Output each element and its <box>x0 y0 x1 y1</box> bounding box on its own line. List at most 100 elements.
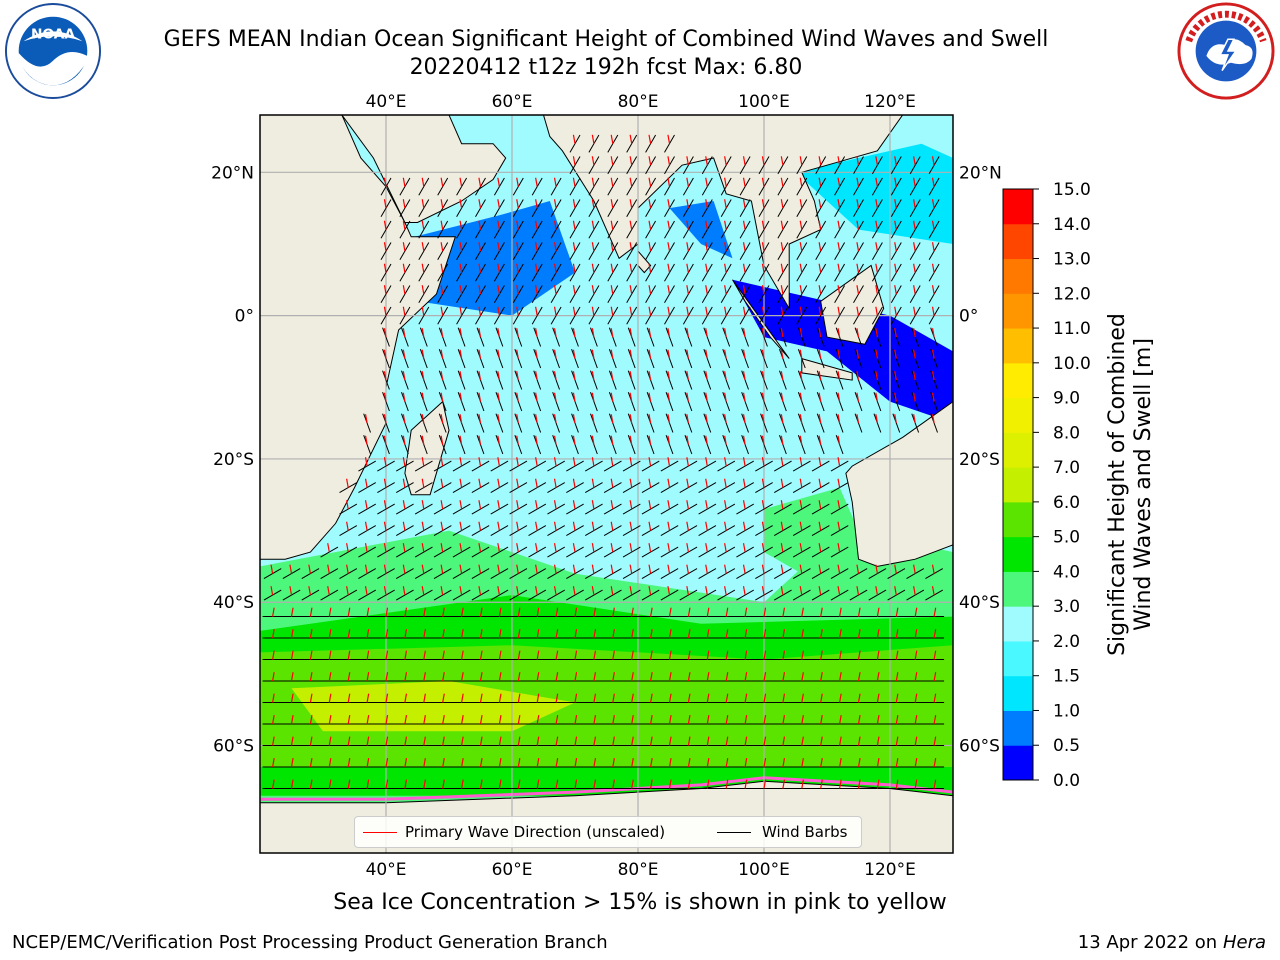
wave-direction-arrow <box>536 629 540 639</box>
wind-barb <box>584 503 603 515</box>
wave-direction-arrow <box>875 156 878 166</box>
wave-direction-arrow <box>705 285 708 295</box>
map-legend: Primary Wave Direction (unscaled) Wind B… <box>354 816 862 848</box>
wave-direction-arrow <box>724 543 727 553</box>
wave-direction-arrow <box>440 435 444 445</box>
wave-direction-arrow <box>593 672 597 682</box>
wave-direction-arrow <box>517 607 521 617</box>
wave-direction-arrow <box>553 500 557 510</box>
wave-direction-arrow <box>933 779 937 789</box>
colorbar-segment <box>1003 467 1033 503</box>
wave-direction-arrow <box>725 736 729 746</box>
wave-direction-arrow <box>914 672 918 682</box>
wave-direction-arrow <box>459 457 463 467</box>
wave-direction-arrow <box>290 629 294 639</box>
wave-direction-arrow <box>366 736 370 746</box>
wave-direction-arrow <box>346 586 349 596</box>
wave-direction-arrow <box>459 371 463 381</box>
wave-direction-arrow <box>610 521 614 531</box>
wave-direction-arrow <box>782 693 786 703</box>
wave-direction-arrow <box>894 156 897 166</box>
wind-barb <box>476 370 485 390</box>
wave-direction-arrow <box>497 586 500 596</box>
wave-direction-arrow <box>705 177 708 187</box>
wave-direction-arrow <box>724 199 727 209</box>
wave-direction-arrow <box>574 715 578 725</box>
wave-direction-arrow <box>875 242 878 252</box>
wave-direction-arrow <box>440 500 444 510</box>
wind-barb <box>571 370 579 390</box>
wind-barb <box>603 503 622 515</box>
wave-direction-arrow <box>402 500 406 510</box>
wave-direction-arrow <box>839 672 842 682</box>
wave-direction-arrow <box>913 285 916 295</box>
wave-direction-arrow <box>516 371 519 381</box>
wave-direction-arrow <box>440 349 444 359</box>
wave-direction-arrow <box>667 242 671 252</box>
wave-direction-arrow <box>402 285 406 295</box>
wave-direction-arrow <box>931 328 935 338</box>
wave-direction-arrow <box>820 715 823 725</box>
wind-barb <box>552 413 560 433</box>
wave-direction-arrow <box>631 736 634 746</box>
wave-direction-arrow <box>876 650 880 660</box>
wave-direction-arrow <box>423 629 426 639</box>
wave-direction-arrow <box>553 220 557 230</box>
wave-direction-arrow <box>516 177 519 187</box>
wave-direction-arrow <box>724 586 727 596</box>
wave-direction-arrow <box>667 500 671 510</box>
wave-direction-arrow <box>629 371 633 381</box>
wave-direction-arrow <box>706 715 710 725</box>
wave-direction-arrow <box>687 672 691 682</box>
wave-direction-arrow <box>383 306 387 316</box>
wave-direction-arrow <box>461 758 464 768</box>
wave-direction-arrow <box>629 328 633 338</box>
wave-direction-arrow <box>650 672 653 682</box>
wave-direction-arrow <box>799 500 803 510</box>
wave-direction-arrow <box>478 564 482 574</box>
wave-direction-arrow <box>857 672 861 682</box>
wave-direction-arrow <box>553 521 557 531</box>
wave-direction-arrow <box>837 500 841 510</box>
wave-direction-arrow <box>440 263 444 273</box>
wave-direction-arrow <box>782 736 786 746</box>
wave-direction-arrow <box>555 715 559 725</box>
wind-barb <box>830 503 849 515</box>
wave-direction-arrow <box>818 500 822 510</box>
wave-direction-arrow <box>761 349 765 359</box>
wind-barb <box>665 370 674 390</box>
wave-direction-arrow <box>366 672 370 682</box>
wave-direction-arrow <box>572 435 576 445</box>
wave-direction-arrow <box>742 586 746 596</box>
wave-direction-arrow <box>780 263 784 273</box>
wave-direction-arrow <box>933 715 937 725</box>
wave-direction-arrow <box>461 607 464 617</box>
wave-direction-arrow <box>366 715 370 725</box>
wave-direction-arrow <box>364 586 368 596</box>
wind-barb <box>755 503 773 515</box>
wave-direction-arrow <box>459 263 463 273</box>
colorbar-segment <box>1003 710 1033 746</box>
wave-direction-arrow <box>705 349 708 359</box>
wave-direction-arrow <box>780 521 784 531</box>
wave-direction-arrow <box>612 672 615 682</box>
wave-direction-arrow <box>591 414 595 424</box>
wind-barb <box>401 370 409 390</box>
wave-direction-arrow <box>553 564 557 574</box>
wave-direction-arrow <box>742 392 746 402</box>
wave-direction-arrow <box>724 478 727 488</box>
wave-direction-arrow <box>555 629 559 639</box>
wave-direction-arrow <box>553 457 557 467</box>
wave-direction-arrow <box>895 650 899 660</box>
wave-direction-arrow <box>421 371 425 381</box>
wave-direction-arrow <box>383 414 387 424</box>
wave-direction-arrow <box>610 285 614 295</box>
wind-barb <box>892 413 901 433</box>
wave-direction-arrow <box>421 177 425 187</box>
wave-direction-arrow <box>610 435 614 445</box>
wave-direction-arrow <box>686 371 689 381</box>
wind-barb <box>339 503 358 515</box>
wave-direction-arrow <box>782 650 786 660</box>
wave-direction-arrow <box>686 457 689 467</box>
